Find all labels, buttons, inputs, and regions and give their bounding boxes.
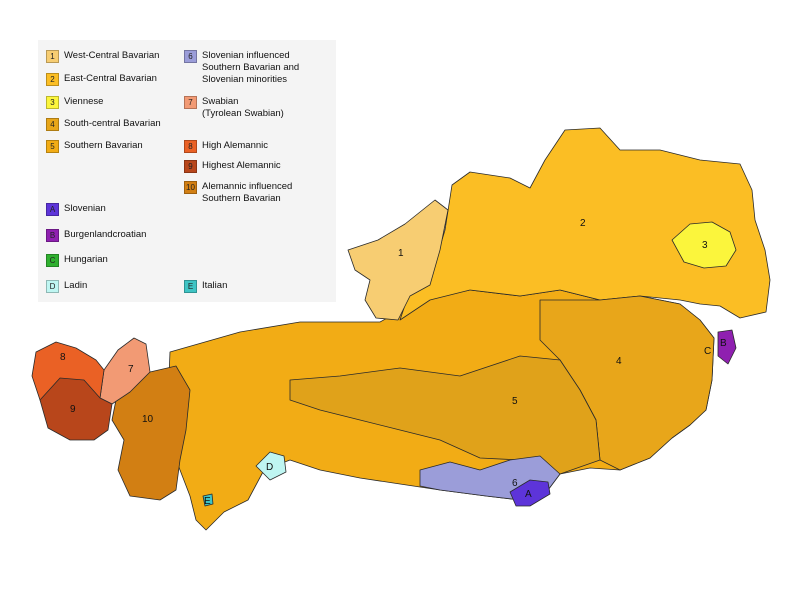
- region-A-slovenian: [509, 479, 551, 507]
- map-label-1: 1: [398, 248, 404, 259]
- map-label-B: B: [720, 338, 727, 349]
- legend-swatch: 3: [46, 96, 59, 109]
- legend-item-10: 10 Alemannic influenced Southern Bavarian: [184, 181, 292, 205]
- legend-swatch: B: [46, 229, 59, 242]
- map-label-C: C: [704, 346, 711, 357]
- region-9-highest-alemannic: [39, 377, 113, 441]
- map-label-A: A: [525, 489, 532, 500]
- legend-item-A: A Slovenian: [46, 203, 106, 216]
- map-label-2: 2: [580, 218, 586, 229]
- legend-swatch: A: [46, 203, 59, 216]
- legend-swatch: 7: [184, 96, 197, 109]
- map-label-9: 9: [70, 404, 76, 415]
- legend-swatch: 8: [184, 140, 197, 153]
- legend-item-6: 6 Slovenian influenced Southern Bavarian …: [184, 50, 299, 86]
- map-label-4: 4: [616, 356, 622, 367]
- region-3-viennese: [671, 221, 737, 269]
- region-D-ladin: [255, 451, 287, 481]
- map-legend: 1 West-Central Bavarian 2 East-Central Bav…: [38, 40, 336, 302]
- map-label-3: 3: [702, 240, 708, 251]
- map-label-D: D: [266, 462, 273, 473]
- legend-item-1: 1 West-Central Bavarian: [46, 50, 159, 63]
- legend-item-D: D Ladin: [46, 280, 87, 293]
- region-10-alemannic-influenced: [111, 365, 191, 501]
- legend-swatch: D: [46, 280, 59, 293]
- legend-item-7: 7 Swabian (Tyrolean Swabian): [184, 96, 284, 120]
- map-label-10: 10: [142, 414, 154, 425]
- legend-item-E: E Italian: [184, 280, 227, 293]
- legend-item-B: B Burgenlandcroatian: [46, 229, 146, 242]
- legend-item-8: 8 High Alemannic: [184, 140, 268, 153]
- map-label-5: 5: [512, 396, 518, 407]
- legend-swatch: 9: [184, 160, 197, 173]
- legend-item-C: C Hungarian: [46, 254, 108, 267]
- legend-item-2: 2 East-Central Bavarian: [46, 73, 157, 86]
- map-label-8: 8: [60, 352, 66, 363]
- legend-item-3: 3 Viennese: [46, 96, 103, 109]
- legend-swatch: E: [184, 280, 197, 293]
- legend-item-4: 4 South-central Bavarian: [46, 118, 161, 131]
- legend-swatch: 1: [46, 50, 59, 63]
- map-label-7: 7: [128, 364, 134, 375]
- legend-swatch: 10: [184, 181, 197, 194]
- map-label-6: 6: [512, 478, 518, 489]
- region-5-central-band: [289, 355, 601, 475]
- region-B-burgenlandcroatian: [717, 329, 737, 365]
- legend-item-5: 5 Southern Bavarian: [46, 140, 143, 153]
- legend-swatch: 4: [46, 118, 59, 131]
- region-1-west-central-bavarian: [347, 199, 449, 321]
- legend-swatch: 6: [184, 50, 197, 63]
- legend-item-9: 9 Highest Alemannic: [184, 160, 281, 173]
- legend-swatch: 2: [46, 73, 59, 86]
- legend-swatch: C: [46, 254, 59, 267]
- region-E-italian: [202, 493, 214, 507]
- map-label-E: E: [204, 496, 211, 507]
- legend-swatch: 5: [46, 140, 59, 153]
